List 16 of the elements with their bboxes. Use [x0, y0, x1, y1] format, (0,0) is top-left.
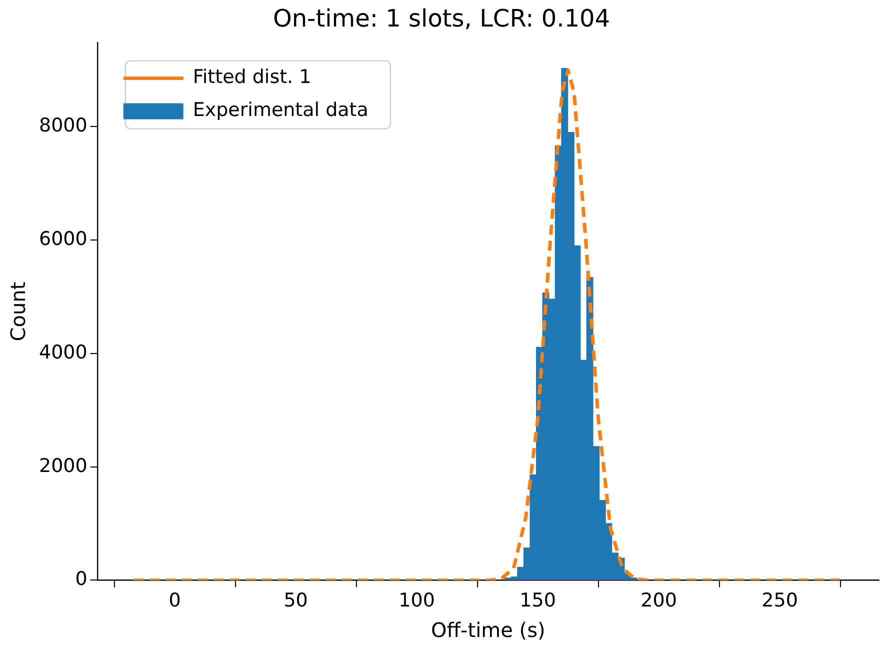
- x-tick-label: 0: [168, 590, 181, 612]
- y-tick-label: 8000: [38, 114, 88, 137]
- x-tick-label: 100: [398, 590, 435, 612]
- chart-title: On-time: 1 slots, LCR: 0.104: [272, 4, 610, 33]
- x-tick-label: 150: [520, 590, 556, 612]
- y-tick-label: 6000: [38, 228, 88, 250]
- y-tick-label: 4000: [38, 341, 88, 364]
- y-tick-label: 2000: [38, 454, 88, 477]
- legend-label: Experimental data: [192, 99, 368, 122]
- y-tick-label: 0: [75, 568, 88, 590]
- x-tick-label: 200: [640, 590, 677, 612]
- x-tick-label: 50: [284, 590, 308, 612]
- legend-label: Fitted dist. 1: [192, 66, 312, 88]
- x-axis-title: Off-time (s): [431, 618, 546, 642]
- x-tick-label: 250: [762, 590, 798, 612]
- y-axis-title: Count: [6, 282, 30, 342]
